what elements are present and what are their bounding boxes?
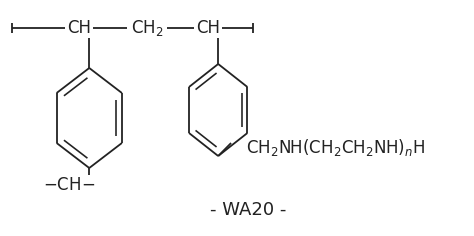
- Text: CH: CH: [196, 19, 220, 37]
- Text: CH$_2$: CH$_2$: [130, 18, 163, 38]
- Text: CH: CH: [67, 19, 91, 37]
- Text: $-$CH$-$: $-$CH$-$: [43, 176, 96, 194]
- Text: CH$_2$NH(CH$_2$CH$_2$NH)$_n$H: CH$_2$NH(CH$_2$CH$_2$NH)$_n$H: [246, 138, 425, 159]
- Text: - WA20 -: - WA20 -: [210, 201, 286, 219]
